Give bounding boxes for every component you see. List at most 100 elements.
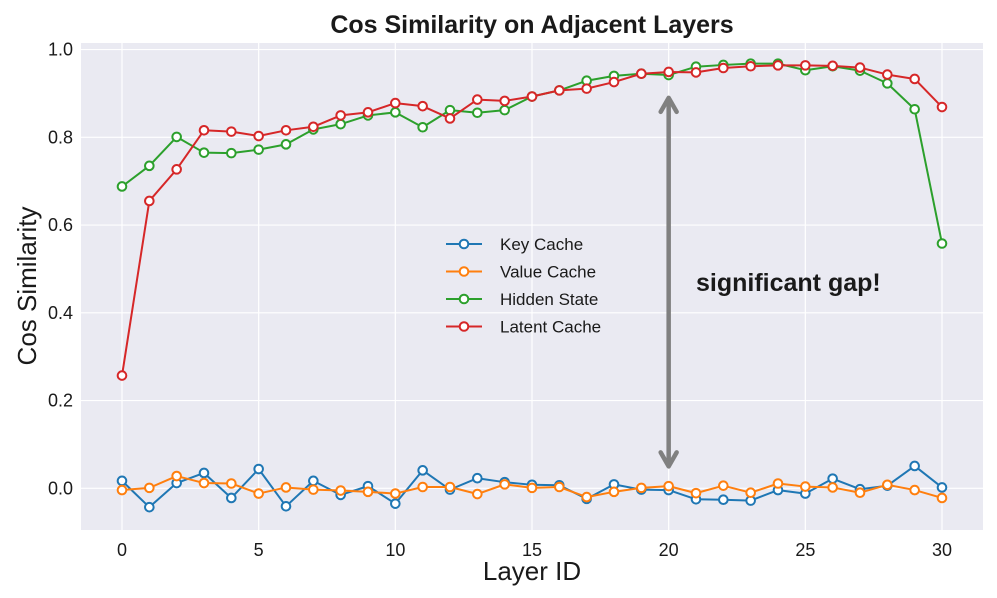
data-point: [116, 181, 128, 192]
data-point: [171, 131, 182, 143]
legend-item: Latent Cache: [446, 318, 601, 337]
data-point: [308, 475, 319, 487]
annotation-layer: significant gap!: [658, 95, 881, 469]
data-point: [472, 472, 483, 484]
data-point: [690, 487, 702, 499]
data-point: [362, 486, 374, 498]
data-point: [417, 465, 428, 476]
x-tick-label: 20: [659, 540, 679, 560]
legend-label: Hidden State: [500, 290, 598, 309]
y-axis-label: Cos Similarity: [12, 207, 42, 366]
data-point: [198, 125, 210, 136]
data-point: [827, 60, 838, 72]
y-tick-label: 0.4: [48, 303, 73, 323]
data-point: [444, 113, 456, 124]
data-point: [827, 473, 838, 484]
data-point: [253, 463, 264, 475]
data-point: [390, 107, 401, 118]
data-point: [335, 118, 346, 130]
data-point: [909, 484, 920, 496]
data-point: [636, 482, 647, 494]
data-point: [854, 62, 866, 73]
legend-marker: [458, 238, 470, 250]
series-value-cache: [116, 470, 948, 504]
y-tick-label: 0.2: [48, 391, 73, 411]
data-point: [226, 492, 237, 504]
legend-marker: [458, 293, 470, 305]
data-point: [909, 460, 920, 472]
legend: Key Cache Value Cache Hidden State Latent C…: [446, 235, 601, 337]
data-point: [526, 91, 538, 102]
data-point: [335, 110, 346, 121]
y-tick-label: 0.0: [48, 478, 73, 498]
data-point: [226, 126, 237, 137]
data-point: [226, 478, 237, 489]
data-point: [663, 480, 674, 492]
x-tick-label: 0: [117, 540, 127, 560]
gap-arrow-head-top: [658, 95, 679, 115]
data-point: [390, 97, 401, 109]
data-point: [198, 467, 210, 479]
data-point: [690, 67, 702, 78]
data-point: [581, 491, 592, 503]
data-point: [772, 478, 784, 489]
data-point: [390, 498, 401, 509]
data-point: [745, 60, 756, 72]
data-point: [882, 78, 893, 89]
gap-arrow: [658, 95, 679, 469]
data-point: [144, 482, 155, 494]
data-point: [198, 147, 210, 158]
data-point: [472, 488, 483, 500]
data-point: [417, 121, 428, 133]
data-point: [526, 482, 538, 494]
legend-label: Latent Cache: [500, 318, 601, 337]
data-point: [663, 66, 674, 78]
data-point: [198, 477, 210, 489]
data-point: [608, 486, 620, 498]
data-point: [472, 94, 483, 105]
data-point: [144, 501, 155, 513]
data-point: [280, 482, 292, 493]
data-point: [909, 73, 920, 85]
data-point: [280, 139, 292, 150]
data-point: [636, 68, 647, 80]
x-tick-label: 5: [254, 540, 264, 560]
x-tick-label: 10: [385, 540, 405, 560]
legend-marker: [458, 266, 470, 277]
y-tick-label: 0.8: [48, 127, 73, 147]
data-point: [499, 104, 510, 116]
data-point: [827, 482, 838, 493]
chart-title: Cos Similarity on Adjacent Layers: [330, 11, 733, 39]
legend-marker: [458, 321, 470, 332]
data-point: [390, 488, 401, 499]
data-point: [936, 101, 948, 113]
data-point: [308, 121, 319, 133]
tick-labels: 0 5 10 15 20 25 30 0.0 0.2 0.4 0.6 0.8 1.0: [48, 40, 952, 560]
data-point: [936, 482, 948, 493]
data-point: [800, 60, 811, 71]
data-point: [909, 103, 920, 115]
series-layer: [116, 58, 948, 513]
data-point: [554, 481, 565, 493]
data-point: [171, 164, 182, 175]
data-point: [444, 104, 456, 116]
data-point: [362, 107, 374, 118]
y-tick-label: 0.6: [48, 215, 73, 235]
data-point: [718, 494, 729, 506]
legend-item: Hidden State: [446, 290, 598, 309]
data-point: [417, 481, 428, 493]
data-point: [253, 130, 264, 142]
data-point: [280, 501, 292, 512]
data-point: [554, 85, 565, 96]
legend-label: Value Cache: [500, 263, 596, 282]
data-point: [308, 484, 319, 495]
data-point: [936, 238, 948, 249]
data-point: [718, 480, 729, 491]
data-point: [772, 60, 784, 71]
data-point: [116, 475, 128, 487]
data-point: [581, 83, 592, 94]
data-point: [499, 479, 510, 490]
data-point: [472, 107, 483, 119]
data-point: [718, 62, 729, 74]
